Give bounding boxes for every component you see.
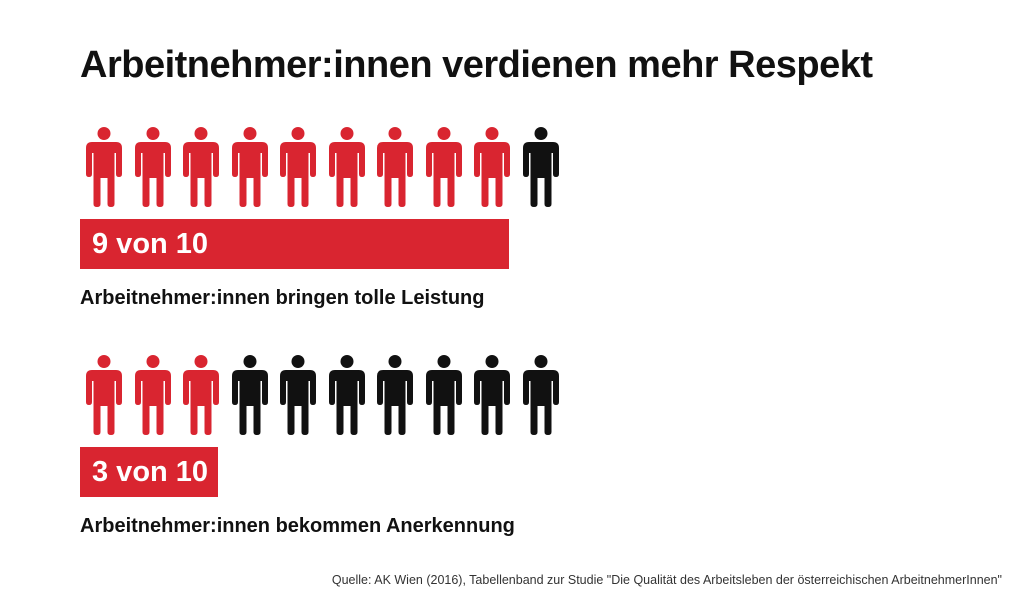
person-icon-highlight	[86, 355, 122, 435]
person-icon	[328, 355, 365, 435]
person-icon-highlight	[134, 127, 171, 207]
stat-caption: Arbeitnehmer:innen bekommen Anerkennung	[80, 515, 515, 537]
person-icon	[231, 355, 268, 435]
people-row	[80, 355, 560, 435]
stat-block: 9 von 10 Arbeitnehmer:innen bringen toll…	[80, 127, 560, 309]
person-icon	[377, 355, 413, 435]
bar-label: 9 von 10	[92, 227, 209, 260]
person-icon	[522, 127, 559, 207]
person-icon-highlight	[86, 127, 122, 207]
person-icon	[474, 355, 510, 435]
person-icon-highlight	[183, 355, 219, 435]
person-icon	[425, 355, 462, 435]
stat-block: 3 von 10 Arbeitnehmer:innen bekommen Ane…	[80, 355, 560, 537]
chart-title: Arbeitnehmer:innen verdienen mehr Respek…	[80, 44, 873, 86]
person-icon-highlight	[425, 127, 462, 207]
person-icon-highlight	[280, 127, 316, 207]
person-icon-highlight	[134, 355, 171, 435]
stat-caption: Arbeitnehmer:innen bringen tolle Leistun…	[80, 287, 485, 309]
person-icon-highlight	[474, 127, 510, 207]
value-bar: 9 von 10	[80, 219, 509, 269]
person-icon	[280, 355, 316, 435]
people-row	[80, 127, 560, 207]
person-icon-highlight	[231, 127, 268, 207]
person-icon-highlight	[183, 127, 219, 207]
value-bar: 3 von 10	[80, 447, 218, 497]
person-icon	[522, 355, 559, 435]
person-icon-highlight	[328, 127, 365, 207]
person-icon-highlight	[377, 127, 413, 207]
bar-label: 3 von 10	[92, 455, 209, 488]
source-note: Quelle: AK Wien (2016), Tabellenband zur…	[331, 573, 1002, 587]
